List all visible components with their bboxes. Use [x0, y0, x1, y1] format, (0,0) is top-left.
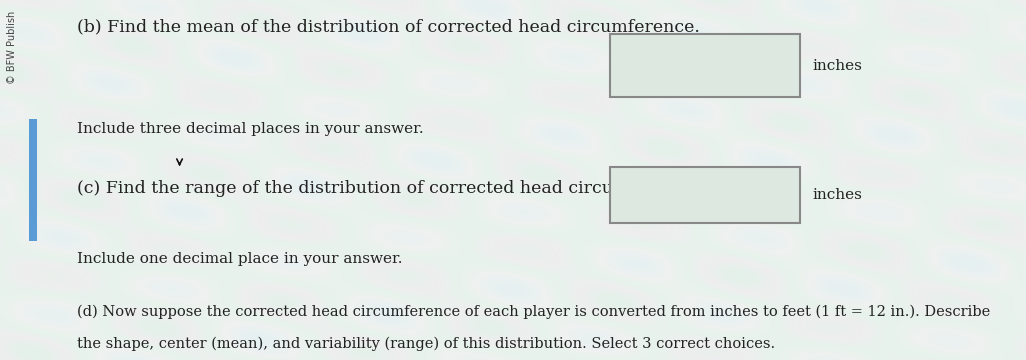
Text: © BFW Publish: © BFW Publish — [7, 11, 17, 84]
Text: the shape, center (mean), and variability (range) of this distribution. Select 3: the shape, center (mean), and variabilit… — [77, 337, 775, 351]
Text: Include one decimal place in your answer.: Include one decimal place in your answer… — [77, 252, 402, 266]
FancyBboxPatch shape — [29, 119, 37, 241]
Text: (d) Now suppose the corrected head circumference of each player is converted fro: (d) Now suppose the corrected head circu… — [77, 304, 990, 319]
FancyBboxPatch shape — [610, 34, 800, 97]
Text: inches: inches — [813, 59, 863, 73]
Text: Include three decimal places in your answer.: Include three decimal places in your ans… — [77, 122, 424, 136]
Text: (b) Find the mean of the distribution of corrected head circumference.: (b) Find the mean of the distribution of… — [77, 18, 700, 35]
Text: (c) Find the range of the distribution of corrected head circumference.: (c) Find the range of the distribution o… — [77, 180, 702, 197]
Text: inches: inches — [813, 188, 863, 202]
FancyBboxPatch shape — [610, 167, 800, 223]
